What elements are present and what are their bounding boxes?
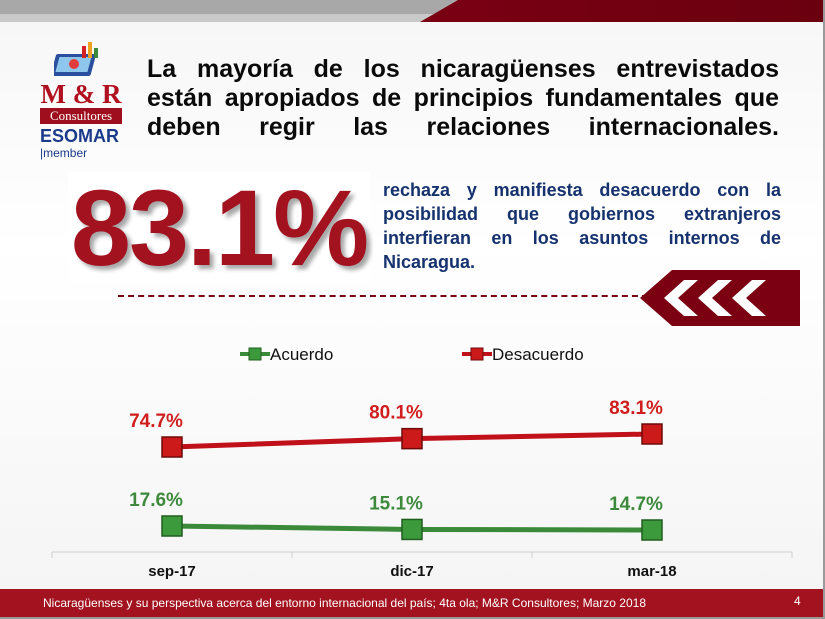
dashed-divider <box>118 295 648 297</box>
x-tick-label-mar-18: mar-18 <box>627 563 676 580</box>
highlight-text: rechaza y manifiesta desacuerdo con la p… <box>383 180 781 272</box>
line-chart: Acuerdo Desacuerdo 17.6% 15.1% 14.7% 74.7% 80… <box>51 345 793 580</box>
top-band-light <box>0 0 470 14</box>
point-acuerdo-sep-17 <box>161 515 183 537</box>
esomar-member: |member <box>40 146 88 160</box>
top-band-accent <box>420 0 823 22</box>
legend-marker-acuerdo <box>248 347 262 361</box>
chart-legend: Acuerdo Desacuerdo <box>240 345 584 364</box>
chart-tablet-icon <box>54 42 98 76</box>
slide-title: La mayoría de los nicaragüenses entrevis… <box>147 55 779 141</box>
highlight-box: 83.1% <box>68 172 370 284</box>
point-desacuerdo-sep-17 <box>161 436 183 458</box>
x-tick-label-dic-17: dic-17 <box>390 563 433 580</box>
company-logo: M & R Consultores ESOMAR |member <box>38 40 124 160</box>
legend-label-desacuerdo: Desacuerdo <box>492 345 584 364</box>
page-number: 4 <box>794 594 801 608</box>
x-tick-label-sep-17: sep-17 <box>148 563 196 580</box>
data-label-acuerdo-dic-17: 15.1% <box>369 493 423 514</box>
legend-label-acuerdo: Acuerdo <box>270 345 333 364</box>
data-label-desacuerdo-dic-17: 80.1% <box>369 403 423 424</box>
point-desacuerdo-dic-17 <box>401 427 423 450</box>
footer-source: Nicaragüenses y su perspectiva acerca de… <box>43 596 646 610</box>
point-acuerdo-dic-17 <box>401 518 423 541</box>
esomar-logo: ESOMAR <box>40 126 120 146</box>
logo-brand: M & R <box>40 79 122 109</box>
logo-subtitle: Consultores <box>40 108 122 124</box>
highlight-value: 83.1% <box>70 167 369 288</box>
footer-bar <box>0 589 823 617</box>
chevron-arrows-icon <box>640 270 800 326</box>
data-label-acuerdo-sep-17: 17.6% <box>129 490 183 511</box>
data-label-acuerdo-mar-18: 14.7% <box>609 494 663 515</box>
legend-marker-desacuerdo <box>470 347 484 361</box>
data-label-desacuerdo-sep-17: 74.7% <box>129 411 183 432</box>
point-acuerdo-mar-18 <box>641 519 663 541</box>
data-label-desacuerdo-mar-18: 83.1% <box>609 398 663 419</box>
point-desacuerdo-mar-18 <box>641 423 663 445</box>
